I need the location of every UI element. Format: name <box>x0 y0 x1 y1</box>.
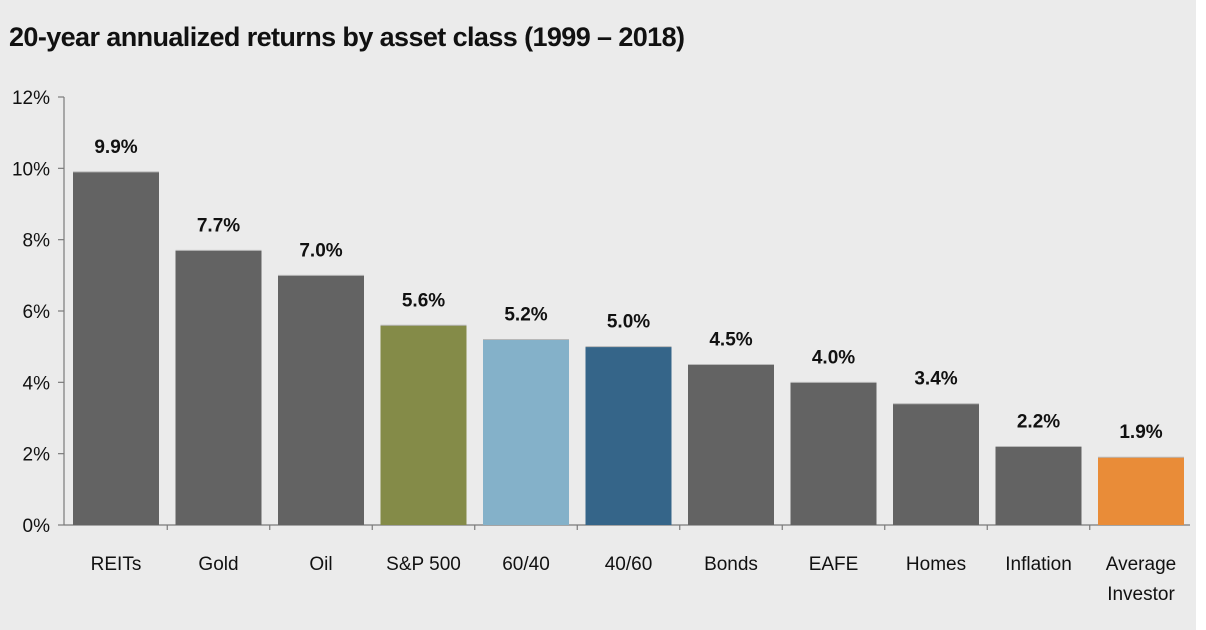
bar <box>278 275 364 525</box>
data-label: 4.5% <box>709 330 752 351</box>
y-tick-label: 2% <box>23 445 51 466</box>
y-axis: 0% 2% 4% 6% 8% 10% 12% <box>12 88 65 537</box>
category-label: EAFE <box>809 554 859 575</box>
data-label: 2.2% <box>1017 412 1060 433</box>
category-labels: REITs Gold Oil S&P 500 60/40 40/60 Bonds EAFE Ho… <box>91 554 1177 605</box>
y-tick-label: 10% <box>12 159 50 180</box>
category-label: Gold <box>198 554 238 575</box>
category-label: REITs <box>91 554 142 575</box>
data-label: 5.0% <box>607 312 650 333</box>
data-label: 7.7% <box>197 215 240 236</box>
data-label: 7.0% <box>299 240 342 261</box>
y-tick-label: 6% <box>23 302 51 323</box>
bar <box>175 250 262 525</box>
y-tick-label: 8% <box>23 231 51 252</box>
y-tick-label: 12% <box>12 88 50 109</box>
data-labels: 9.9% 7.7% 7.0% 5.6% 5.2% 5.0% 4.5% 4.0% 3.4% 2.2%… <box>94 137 1162 443</box>
bar <box>585 346 672 525</box>
y-tick-label: 4% <box>23 373 51 394</box>
bar <box>1098 457 1184 525</box>
category-label: Homes <box>906 554 966 575</box>
bar <box>73 171 159 525</box>
category-label: S&P 500 <box>386 554 461 575</box>
bar <box>688 364 774 525</box>
data-label: 3.4% <box>914 369 957 390</box>
data-label: 4.0% <box>812 347 855 368</box>
x-axis <box>64 524 1190 530</box>
bar <box>380 325 467 525</box>
bar <box>790 382 877 525</box>
category-label: Oil <box>309 554 332 575</box>
data-label: 5.6% <box>402 290 445 311</box>
category-label: 60/40 <box>502 554 550 575</box>
category-label: 40/60 <box>605 554 653 575</box>
category-label: Inflation <box>1005 554 1072 575</box>
category-label: Average <box>1106 554 1176 575</box>
bar <box>483 339 569 525</box>
bar <box>995 446 1082 525</box>
bar <box>893 403 979 525</box>
chart-frame-edge <box>1196 0 1206 630</box>
bars <box>73 171 1184 525</box>
category-label: Bonds <box>704 554 758 575</box>
category-label: Investor <box>1107 584 1175 605</box>
data-label: 5.2% <box>504 305 547 326</box>
y-tick-label: 0% <box>23 516 51 537</box>
data-label: 1.9% <box>1119 422 1162 443</box>
data-label: 9.9% <box>94 137 137 158</box>
chart-title: 20-year annualized returns by asset clas… <box>9 22 685 52</box>
